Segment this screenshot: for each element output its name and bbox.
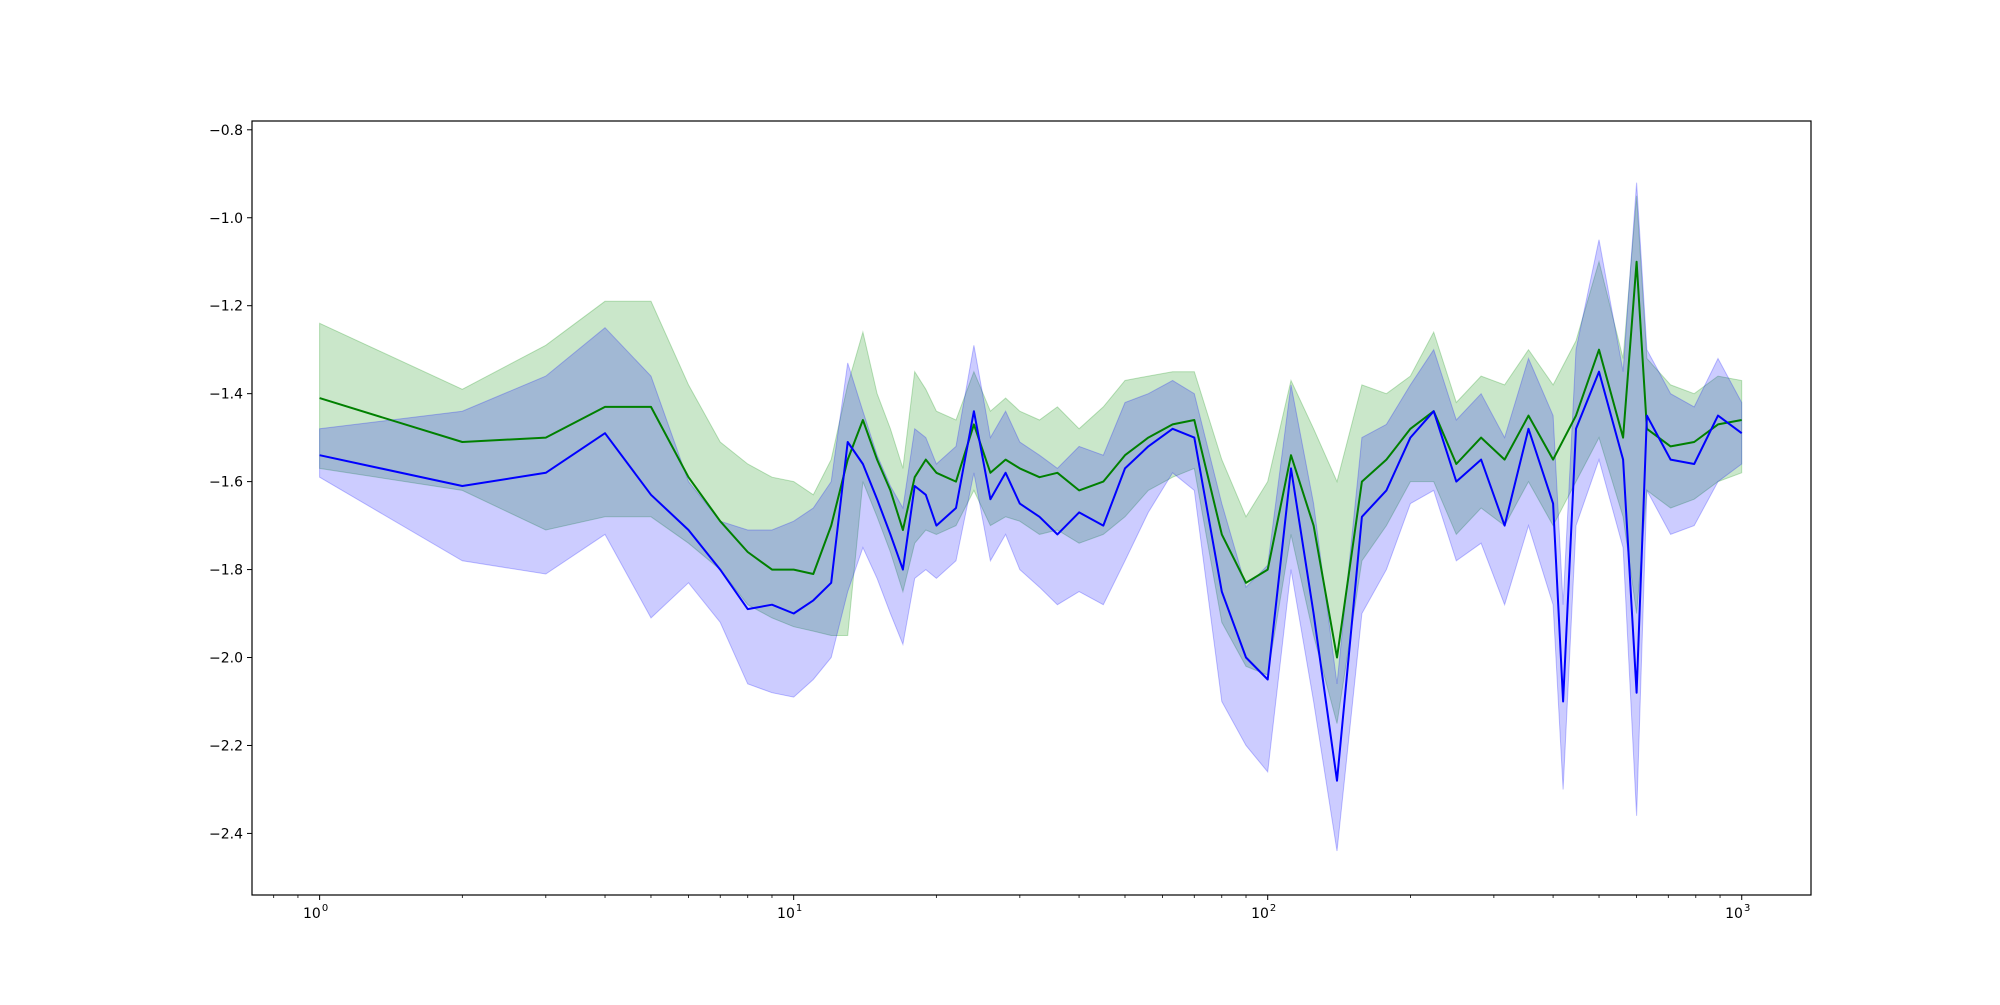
series-1-line: [319, 370, 1743, 782]
x-tick-exponent: 1: [796, 903, 802, 914]
y-tick-label: −1.0: [209, 211, 243, 227]
y-tick-label: −1.6: [209, 475, 243, 491]
x-tick-exponent: 0: [322, 903, 328, 914]
y-tick-label: −1.8: [209, 563, 243, 579]
confidence-bands: [319, 182, 1743, 852]
y-tick-label: −2.0: [209, 651, 243, 667]
series-lines: [319, 260, 1743, 782]
x-tick-exponent: 3: [1744, 903, 1750, 914]
y-tick-label: −2.2: [209, 738, 243, 754]
y-tick-label: −0.8: [209, 123, 243, 139]
y-axis: −0.8 −1.0 −1.2 −1.4 −1.6 −1.8 −2.0 −2.2 −2.4: [209, 123, 252, 842]
series-0-band: [319, 195, 1743, 724]
series-0-line: [319, 260, 1742, 659]
y-tick-label: −1.4: [209, 387, 243, 403]
x-tick-exponent: 2: [1270, 903, 1276, 914]
y-tick-label: −1.2: [209, 299, 243, 315]
plot-frame: [251, 120, 1812, 896]
series-1-band: [319, 182, 1743, 852]
y-tick-label: −2.4: [209, 826, 243, 842]
